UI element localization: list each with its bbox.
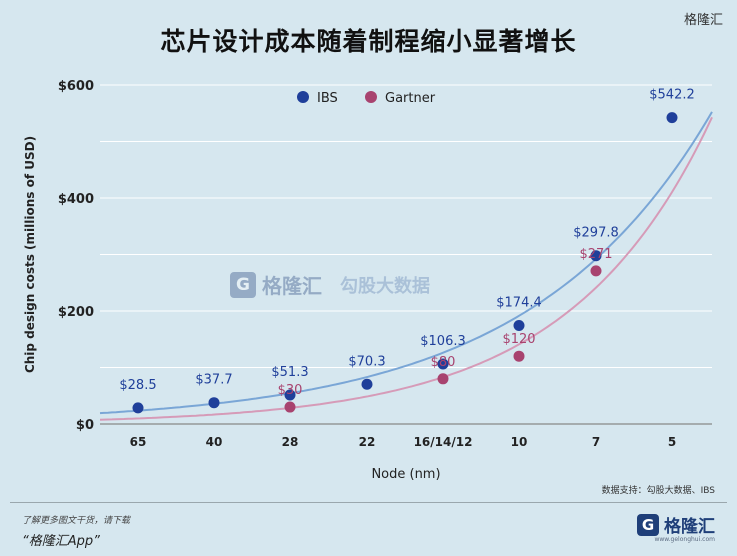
x-axis-label: Node (nm)	[371, 467, 440, 482]
ibs-data-label: $37.7	[195, 373, 232, 388]
watermark-logo: G 格隆汇	[230, 270, 322, 299]
top-brand: 格隆汇	[683, 13, 723, 28]
ibs-point	[284, 389, 296, 401]
ibs-data-label: $70.3	[348, 354, 385, 369]
ibs-data-label: $542.2	[649, 88, 695, 103]
x-tick-label: 65	[130, 435, 147, 449]
x-tick-label: 7	[592, 435, 600, 449]
y-tick-label: $600	[58, 79, 94, 94]
footer-app: “格隆汇App”	[22, 534, 100, 549]
y-tick-label: $200	[58, 305, 94, 320]
y-axis-label: Chip design costs (millions of USD)	[23, 136, 37, 373]
ibs-point	[666, 112, 678, 124]
ibs-point	[132, 402, 144, 414]
ibs-point	[208, 397, 220, 409]
gartner-data-label: $271	[579, 247, 612, 262]
watermark-g-icon: G	[230, 271, 256, 298]
gartner-trend-line	[99, 116, 713, 421]
ibs-data-label: $297.8	[573, 226, 619, 241]
ibs-data-label: $51.3	[271, 365, 308, 380]
x-tick-label: 28	[282, 435, 299, 449]
x-tick-label: 10	[511, 435, 528, 449]
ibs-legend-label: IBS	[317, 91, 338, 106]
gartner-point	[590, 265, 602, 277]
ibs-point	[437, 358, 449, 370]
gartner-point	[284, 401, 296, 413]
chart-title: 芯片设计成本随着制程缩小显著增长	[160, 27, 577, 56]
gartner-point	[437, 373, 449, 385]
y-tick-label: $400	[58, 192, 94, 207]
ibs-legend-marker	[297, 91, 309, 103]
source-note: 数据支持：勾股大数据、IBS	[601, 486, 715, 496]
gartner-data-label: $80	[431, 355, 456, 370]
y-tick-label: $0	[76, 418, 94, 433]
gartner-data-label: $30	[278, 383, 303, 398]
footer-logo-text: 格隆汇	[664, 517, 715, 537]
gartner-legend-marker	[365, 91, 377, 103]
footer-logo-sub: www.gelonghui.com	[654, 536, 715, 543]
gartner-legend-label: Gartner	[385, 91, 436, 106]
ibs-point	[361, 378, 373, 390]
ibs-data-label: $28.5	[119, 378, 156, 393]
watermark-brand: 格隆汇	[262, 274, 322, 298]
chart-svg: $0 $200 $400 $600 65 40 28 22 16/14/12 10 7 5 Node (…	[23, 79, 713, 482]
footer-logo: G 格隆汇	[637, 512, 715, 537]
ibs-trend-line	[99, 111, 713, 415]
x-tick-label: 5	[668, 435, 676, 449]
footer-note: 了解更多图文干货，请下载	[22, 516, 131, 526]
gartner-point	[513, 350, 525, 362]
ibs-data-label: $174.4	[496, 295, 542, 310]
gartner-data-label: $120	[502, 332, 535, 347]
watermark-brand2: 勾股大数据	[340, 276, 430, 297]
brand-logo-icon: G	[637, 513, 659, 536]
x-tick-label: 40	[206, 435, 223, 449]
footer-divider	[10, 502, 727, 503]
x-tick-label: 22	[359, 435, 376, 449]
ibs-point	[590, 250, 602, 262]
ibs-point	[513, 319, 525, 331]
ibs-data-label: $106.3	[420, 334, 466, 349]
x-tick-label: 16/14/12	[414, 435, 473, 449]
